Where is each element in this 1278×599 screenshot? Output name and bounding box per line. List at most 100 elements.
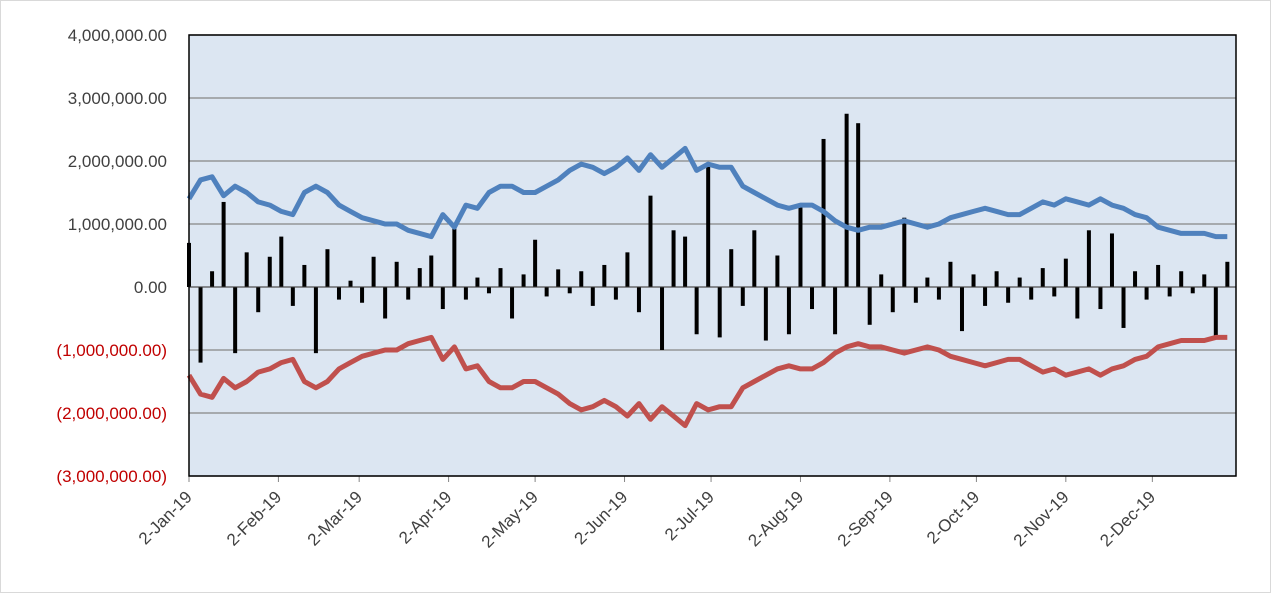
plot-area — [189, 35, 1236, 476]
bar — [394, 261, 399, 287]
bar — [313, 287, 318, 354]
bar — [959, 287, 964, 332]
bar — [648, 195, 653, 287]
bar — [902, 217, 907, 287]
bar — [740, 287, 745, 306]
bar — [660, 287, 665, 350]
bar — [210, 271, 215, 287]
line — [186, 145, 1228, 240]
bar — [1179, 271, 1184, 287]
bar — [429, 255, 434, 287]
bar — [948, 261, 953, 287]
bar — [383, 287, 388, 319]
bar — [452, 224, 457, 287]
bar — [798, 205, 803, 287]
bar — [856, 123, 861, 287]
bar — [556, 269, 561, 287]
bar — [833, 287, 838, 335]
bar — [279, 236, 284, 287]
bar — [475, 277, 480, 287]
bar — [590, 287, 595, 306]
bar — [983, 287, 988, 306]
bar — [936, 287, 941, 300]
bar — [994, 271, 999, 287]
bar — [1006, 287, 1011, 303]
y-tick-label: (3,000,000.00) — [56, 467, 167, 486]
bar — [1167, 287, 1172, 297]
bar — [221, 201, 226, 287]
bar — [325, 249, 330, 287]
bar — [371, 256, 376, 287]
bar — [1156, 264, 1161, 287]
bar — [636, 287, 641, 313]
bar — [1098, 287, 1103, 310]
y-tick-label: (1,000,000.00) — [56, 341, 167, 360]
bar — [1086, 230, 1091, 287]
bar — [567, 287, 572, 294]
bar — [486, 287, 491, 294]
bar — [1063, 258, 1068, 287]
bar — [613, 287, 618, 300]
bar — [302, 264, 307, 287]
plot-border — [188, 34, 1237, 477]
bar — [1052, 287, 1057, 297]
bar — [521, 274, 526, 287]
bar — [763, 287, 768, 341]
bar — [602, 264, 607, 287]
bar — [867, 287, 872, 325]
bar — [267, 256, 272, 287]
bar — [706, 164, 711, 287]
bar — [256, 287, 261, 313]
bar — [336, 287, 341, 300]
bar — [879, 274, 884, 287]
bar — [1144, 287, 1149, 300]
y-tick-label: 2,000,000.00 — [68, 152, 167, 171]
bar — [360, 287, 365, 303]
bar — [463, 287, 468, 300]
bar — [925, 277, 930, 287]
bar — [694, 287, 699, 335]
bar — [683, 236, 688, 287]
bar — [890, 287, 895, 313]
bar — [717, 287, 722, 338]
bar — [417, 268, 422, 287]
bar — [775, 255, 780, 287]
y-tick-label: (2,000,000.00) — [56, 404, 167, 423]
y-tick-label: 0.00 — [134, 278, 167, 297]
bar — [1075, 287, 1080, 319]
y-tick-label: 1,000,000.00 — [68, 215, 167, 234]
bar — [440, 287, 445, 310]
bar — [1029, 287, 1034, 300]
bar — [844, 113, 849, 287]
bar — [810, 287, 815, 310]
bar — [348, 280, 353, 287]
bar — [1121, 287, 1126, 328]
bar — [1202, 274, 1207, 287]
bar — [1040, 268, 1045, 287]
bar — [752, 230, 757, 287]
bar — [233, 287, 238, 354]
bar — [544, 287, 549, 297]
line — [186, 334, 1228, 429]
y-tick-label: 4,000,000.00 — [68, 26, 167, 45]
bar — [671, 230, 676, 287]
bar — [198, 287, 203, 363]
bar — [1213, 287, 1218, 338]
bar — [1017, 277, 1022, 287]
bar — [1133, 271, 1138, 287]
bar — [913, 287, 918, 303]
bar — [244, 252, 249, 287]
bar — [406, 287, 411, 300]
bar — [625, 252, 630, 287]
bar — [1109, 233, 1114, 287]
bar — [290, 287, 295, 306]
y-tick-label: 3,000,000.00 — [68, 89, 167, 108]
bar — [971, 274, 976, 287]
bar — [786, 287, 791, 335]
bar — [729, 249, 734, 287]
bar — [579, 271, 584, 287]
bar — [533, 239, 538, 287]
bar — [1225, 261, 1230, 287]
